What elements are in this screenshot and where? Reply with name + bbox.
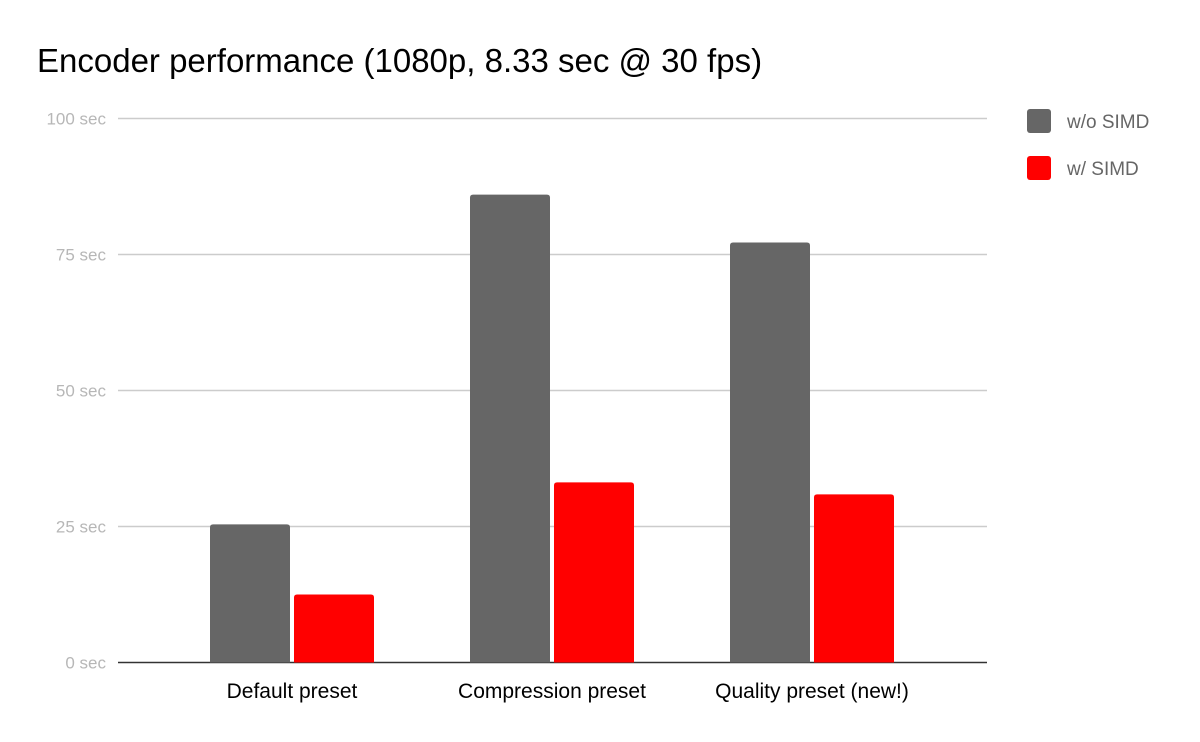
bar-with-simd — [294, 594, 374, 663]
bar-with-simd — [554, 482, 634, 663]
bar-without-simd — [730, 242, 810, 663]
bar-with-simd — [814, 494, 894, 663]
legend-label: w/o SIMD — [1066, 112, 1149, 133]
x-tick-label: Default preset — [227, 680, 358, 703]
bar-without-simd — [470, 194, 550, 663]
x-tick-label: Compression preset — [458, 680, 646, 703]
legend-label: w/ SIMD — [1066, 159, 1139, 180]
y-tick-label: 75 sec — [56, 246, 107, 265]
legend-swatch — [1027, 109, 1051, 133]
bar-without-simd — [210, 524, 290, 663]
x-tick-label: Quality preset (new!) — [715, 680, 909, 703]
y-tick-label: 25 sec — [56, 518, 107, 537]
y-tick-label: 0 sec — [65, 654, 106, 673]
chart-title: Encoder performance (1080p, 8.33 sec @ 3… — [37, 42, 762, 79]
legend-swatch — [1027, 156, 1051, 180]
y-tick-label: 50 sec — [56, 382, 107, 401]
y-tick-label: 100 sec — [46, 110, 106, 129]
